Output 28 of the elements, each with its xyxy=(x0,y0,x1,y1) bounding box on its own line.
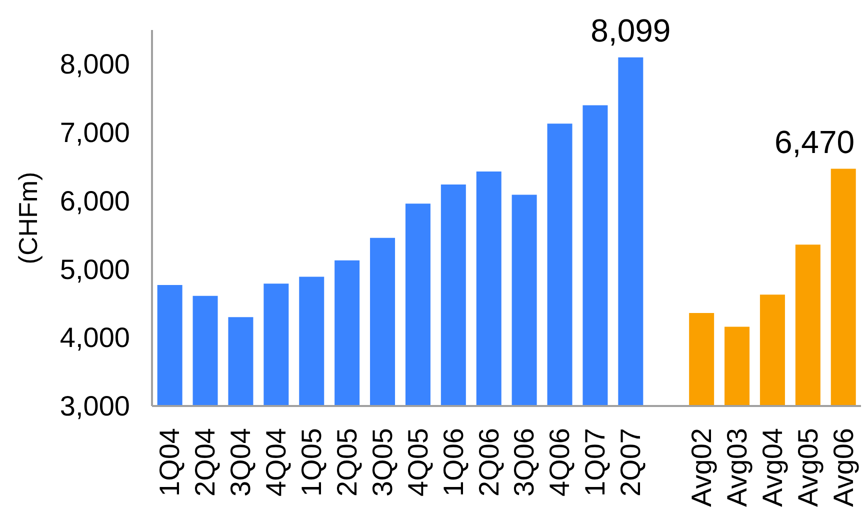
x-tick-label: 2Q06 xyxy=(473,428,504,496)
x-tick-label: Avg05 xyxy=(792,428,824,507)
x-tick-label: 1Q07 xyxy=(580,428,611,496)
y-tick-label: 4,000 xyxy=(60,322,130,354)
y-tick-label: 8,000 xyxy=(60,48,130,80)
x-tick-label: 3Q06 xyxy=(508,428,540,496)
x-tick-label: 3Q04 xyxy=(225,428,256,496)
y-tick-label: 5,000 xyxy=(60,254,130,285)
x-tick-label: 1Q04 xyxy=(154,428,186,496)
y-axis-title: (CHFm) xyxy=(13,172,43,264)
y-tick-label: 7,000 xyxy=(60,117,130,148)
y-tick-label: 6,000 xyxy=(60,185,130,216)
data-label: 8,099 xyxy=(590,12,671,48)
y-tick-label: 3,000 xyxy=(60,390,130,422)
data-label: 6,470 xyxy=(774,124,855,160)
x-tick-label: Avg03 xyxy=(721,428,752,507)
x-tick-label: 1Q06 xyxy=(438,428,469,496)
x-tick-label: 1Q05 xyxy=(296,428,328,496)
x-tick-label: 3Q05 xyxy=(366,428,398,496)
x-tick-label: 2Q04 xyxy=(190,428,221,496)
x-tick-label: 2Q05 xyxy=(331,428,362,496)
x-tick-label: Avg06 xyxy=(828,428,859,507)
x-tick-label: 4Q05 xyxy=(402,428,434,496)
x-tick-label: 2Q07 xyxy=(615,428,646,496)
x-tick-label: 4Q04 xyxy=(260,428,292,496)
x-tick-label: Avg02 xyxy=(686,428,717,507)
x-tick-label: Avg04 xyxy=(756,428,788,507)
x-tick-label: 4Q06 xyxy=(544,428,576,496)
